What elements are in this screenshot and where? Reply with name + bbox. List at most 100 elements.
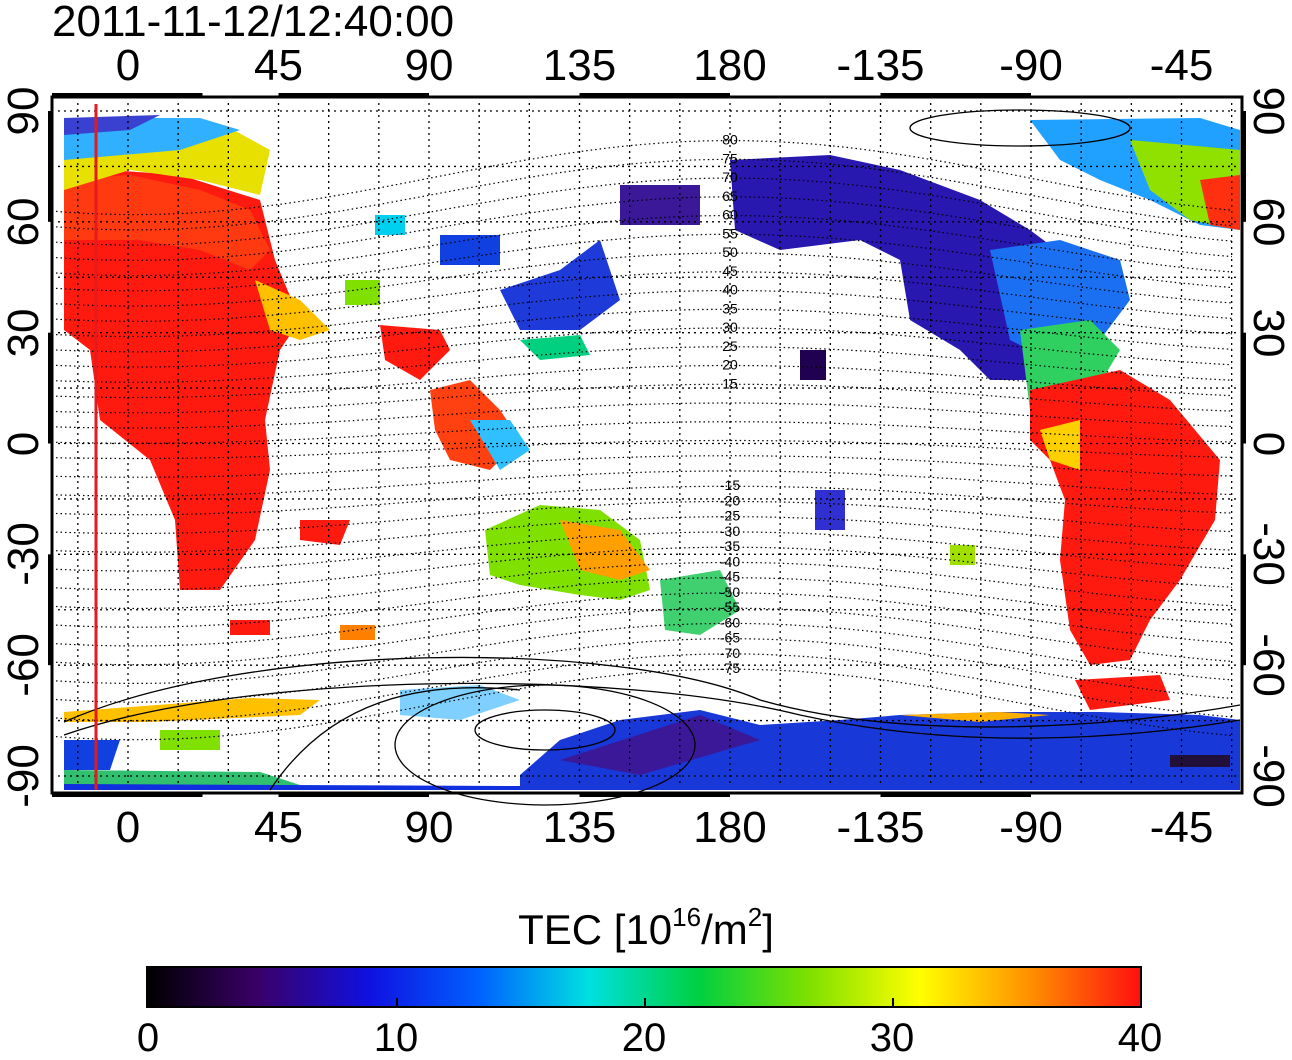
contour-label: 25 <box>722 338 738 354</box>
top-longitude-tick: 90 <box>404 41 454 90</box>
colorbar-tick-label: 10 <box>373 1016 419 1060</box>
bottom-longitude-tick: -90 <box>999 803 1063 852</box>
patch-siberia-blue <box>440 235 500 265</box>
magnetic-contour-line <box>55 196 1233 261</box>
colorbar-tick-mark <box>892 998 894 1008</box>
contour-label: 55 <box>722 225 738 241</box>
magnetic-contour-solid <box>269 687 521 791</box>
contour-label: 20 <box>722 357 738 373</box>
magnetic-contour-line <box>55 546 1233 591</box>
magnetic-contour-line <box>55 531 1233 572</box>
frame-bar-segment <box>880 93 1031 97</box>
contour-label: 15 <box>722 375 738 391</box>
contour-label: -15 <box>720 477 740 493</box>
contour-label: 30 <box>722 319 738 335</box>
contour-label: -65 <box>720 630 740 646</box>
bottom-longitude-tick: 0 <box>115 803 141 852</box>
colorbar-title: TEC [1016/m2] <box>518 902 774 953</box>
frame-bar-segment <box>1242 111 1246 222</box>
contour-label: -25 <box>720 508 740 524</box>
patch-arctic-top <box>64 115 160 135</box>
contour-label: 50 <box>722 244 738 260</box>
frame-bar-segment <box>880 793 1031 797</box>
colorbar-tick-mark <box>148 998 150 1008</box>
patch-australia-east <box>560 520 650 580</box>
magnetic-contour-line <box>55 215 1233 277</box>
bottom-longitude-tick: -45 <box>1149 803 1214 852</box>
patch-europe-high <box>64 175 270 270</box>
frame-bar-segment <box>579 93 730 97</box>
magnetic-contours <box>55 109 1241 806</box>
patch-madagascar <box>300 520 350 545</box>
tec-world-map: 80 75 70 65 60 55 50 45 40 35 30 25 20 15 -15-20-25-30… <box>48 93 1246 806</box>
patch-pacific-dark <box>800 350 826 380</box>
patch-east-asia <box>500 240 620 330</box>
contour-label: 40 <box>722 282 738 298</box>
colorbar-tick-label: 20 <box>621 1016 667 1060</box>
patch-china-coast <box>520 335 590 360</box>
colorbar-tick-label: 40 <box>1117 1016 1163 1060</box>
patch-indonesia <box>470 420 530 470</box>
timestamp-title: 2011-11-12/12:40:00 <box>52 0 455 46</box>
bottom-longitude-tick: 90 <box>404 803 454 852</box>
magnetic-contour-line <box>55 470 1233 497</box>
magnetic-contour-line <box>55 327 1233 368</box>
contour-label: -75 <box>720 660 740 676</box>
patch-south-atlantic-green <box>950 545 975 565</box>
colorbar-tick-mark <box>396 998 398 1008</box>
contour-label: -30 <box>720 523 740 539</box>
bottom-longitude-tick: 135 <box>542 803 617 852</box>
frame-bar-segment <box>48 332 52 444</box>
magnetic-contour-line <box>55 592 1233 647</box>
contour-label: 35 <box>722 300 738 316</box>
contour-label: 75 <box>722 150 738 166</box>
top-longitude-tick: -135 <box>836 41 925 90</box>
frame-bar-segment <box>52 93 203 97</box>
magnetic-contour-line <box>55 402 1233 429</box>
bottom-longitude-tick: 180 <box>693 803 767 852</box>
magnetic-contour-line <box>55 500 1233 535</box>
patch-new-zealand <box>660 570 740 635</box>
contour-label: -55 <box>720 599 740 615</box>
contour-label: -20 <box>720 492 740 508</box>
frame-bar-segment <box>278 93 429 97</box>
patch-antarctica-west <box>64 740 120 770</box>
magnetic-contour-line <box>55 622 1233 684</box>
bottom-longitude-tick: 45 <box>254 803 303 852</box>
colorbar-tick-mark <box>1140 998 1142 1008</box>
magnetic-contour-line <box>55 289 1233 338</box>
magnetic-contour-line <box>55 577 1233 628</box>
contour-label: 45 <box>722 263 738 279</box>
contour-label: 65 <box>722 188 738 204</box>
patch-southern-indian-red <box>230 620 270 635</box>
frame-bar-segment <box>278 793 429 797</box>
magnetic-contour-line <box>55 383 1233 414</box>
magnetic-contour-line <box>55 485 1233 516</box>
patch-central-asia-cyan <box>375 215 405 235</box>
magnetic-contour-line <box>55 561 1233 610</box>
patch-southern-indian-orange <box>340 625 375 640</box>
contour-label: -45 <box>720 569 740 585</box>
magnetic-pole-loop <box>909 109 1131 147</box>
magnetic-contour-line <box>55 308 1233 353</box>
magnetic-contour-line <box>55 252 1233 307</box>
magnetic-contour-solid <box>63 656 1241 728</box>
magnetic-contour-line <box>55 346 1233 383</box>
contour-labels: 80 75 70 65 60 55 50 45 40 35 30 25 20 15 -15-20-25-30… <box>720 132 740 677</box>
tec-data-patches <box>64 115 1240 790</box>
colorbar-tick-label: 30 <box>869 1016 915 1060</box>
patch-weddell-dark <box>1170 755 1230 767</box>
patch-andes <box>1040 420 1080 470</box>
patch-antarctica-dark <box>560 715 760 775</box>
magnetic-contour-line <box>55 271 1233 322</box>
top-longitude-tick: 0 <box>115 41 141 90</box>
frame-bar-segment <box>48 554 52 666</box>
patch-europe-africa <box>64 170 300 590</box>
patch-greenland-tip <box>1200 175 1240 230</box>
contour-label: -70 <box>720 645 740 661</box>
magnetic-contour-line <box>55 516 1233 553</box>
frame-tick-marks <box>48 93 1246 797</box>
patch-central-asia-green <box>345 280 380 305</box>
frame-bar-segment <box>1242 332 1246 444</box>
contour-label: 60 <box>722 207 738 223</box>
